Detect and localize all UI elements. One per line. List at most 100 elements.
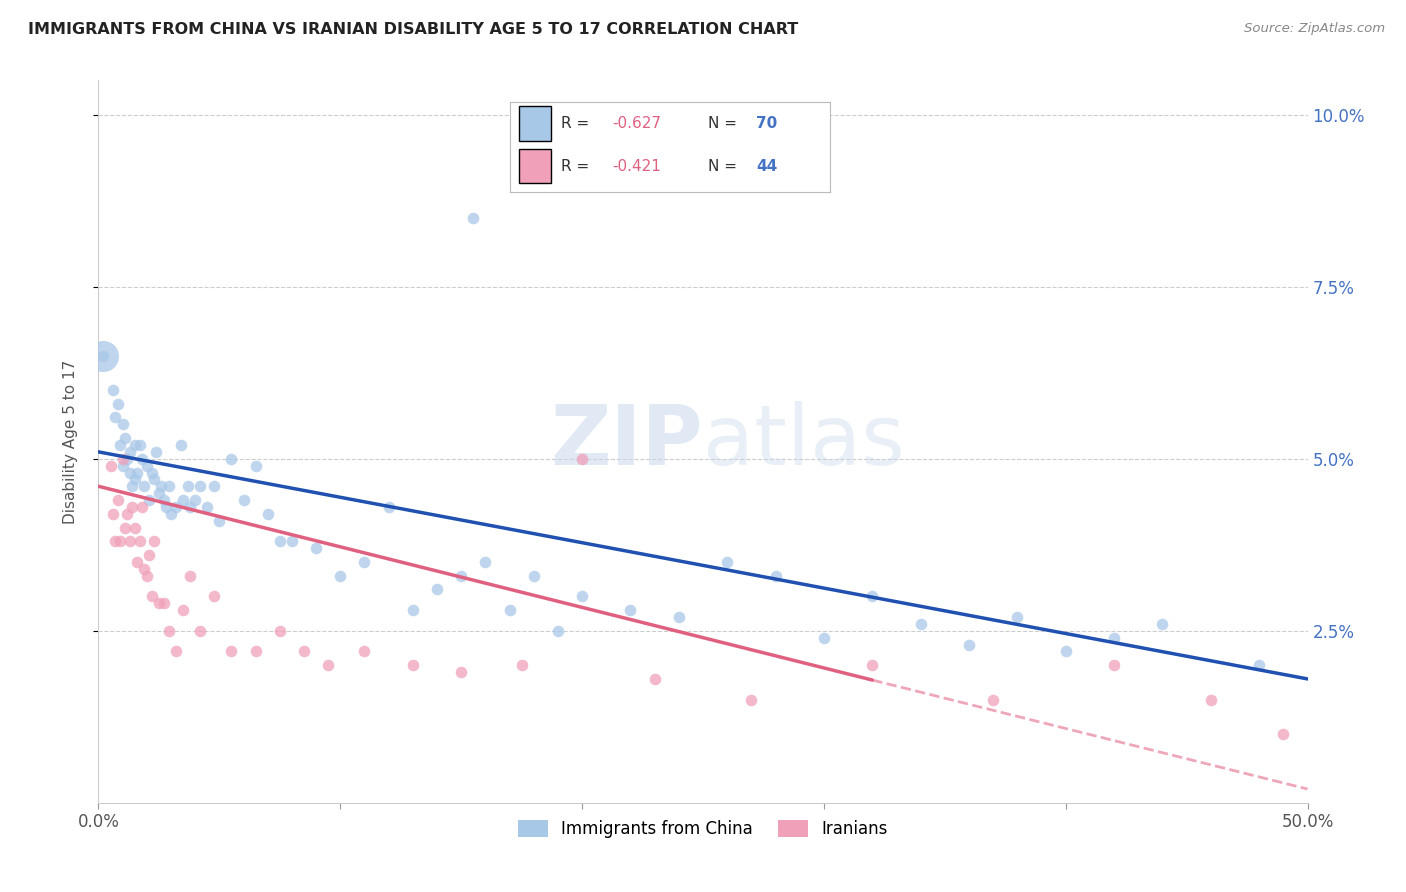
Point [281,534,304,549]
Point [208,514,231,528]
Point [148,486,170,500]
Point [188,624,211,638]
Point [127,555,149,569]
Point [101,383,124,397]
Point [571,451,593,466]
Point [316,658,339,673]
Point [108,534,131,549]
Point [498,603,520,617]
Point [184,493,207,508]
Point [245,644,267,658]
Point [118,466,141,480]
Point [269,534,291,549]
Point [1199,692,1222,706]
Point [165,500,187,514]
Point [571,590,593,604]
Point [165,644,187,658]
Point [910,616,932,631]
Point [353,644,375,658]
Point [134,562,156,576]
Text: Source: ZipAtlas.com: Source: ZipAtlas.com [1244,22,1385,36]
Point [179,568,201,582]
Point [269,624,291,638]
Point [292,644,315,658]
Point [1102,658,1125,673]
Point [179,500,201,514]
Point [91,349,114,363]
Point [1102,631,1125,645]
Point [172,603,194,617]
Point [668,610,690,624]
Point [152,596,174,610]
Point [232,493,254,508]
Point [860,658,883,673]
Point [141,590,163,604]
Point [957,638,980,652]
Point [111,417,134,432]
Point [619,603,641,617]
Point [740,692,762,706]
Point [353,555,375,569]
Point [141,466,163,480]
Point [1054,644,1077,658]
Point [169,438,191,452]
Point [716,555,738,569]
Point [138,493,160,508]
Point [128,534,150,549]
Point [177,479,200,493]
Point [121,500,143,514]
Point [107,397,129,411]
Point [1272,727,1295,741]
Point [510,658,533,673]
Point [143,472,166,486]
Point [204,479,226,493]
Point [111,458,134,473]
Point [117,507,139,521]
Legend: Immigrants from China, Iranians: Immigrants from China, Iranians [512,814,894,845]
Point [157,624,180,638]
Point [135,458,157,473]
Point [402,603,425,617]
Point [204,590,226,604]
Point [329,568,352,582]
Point [450,665,472,679]
Point [104,534,127,549]
Point [138,548,160,562]
Point [426,582,449,597]
Point [114,520,136,534]
Point [474,555,496,569]
Point [221,451,243,466]
Point [121,479,143,493]
Point [450,568,472,582]
Point [221,644,243,658]
Point [402,658,425,673]
Point [160,507,183,521]
Point [1007,610,1029,624]
Point [124,472,146,486]
Point [981,692,1004,706]
Point [127,466,149,480]
Point [118,445,141,459]
Point [150,479,173,493]
Point [131,451,153,466]
Text: IMMIGRANTS FROM CHINA VS IRANIAN DISABILITY AGE 5 TO 17 CORRELATION CHART: IMMIGRANTS FROM CHINA VS IRANIAN DISABIL… [28,22,799,37]
Point [860,590,883,604]
Point [128,438,150,452]
Point [155,500,177,514]
Point [172,493,194,508]
Point [377,500,399,514]
Point [108,438,131,452]
Point [101,507,124,521]
Point [463,211,485,225]
Point [245,458,267,473]
Y-axis label: Disability Age 5 to 17: Disability Age 5 to 17 [63,359,77,524]
Point [134,479,156,493]
Text: atlas: atlas [703,401,904,482]
Point [813,631,835,645]
Point [124,520,146,534]
Point [107,493,129,508]
Point [124,438,146,452]
Point [91,349,114,363]
Point [135,568,157,582]
Point [104,410,127,425]
